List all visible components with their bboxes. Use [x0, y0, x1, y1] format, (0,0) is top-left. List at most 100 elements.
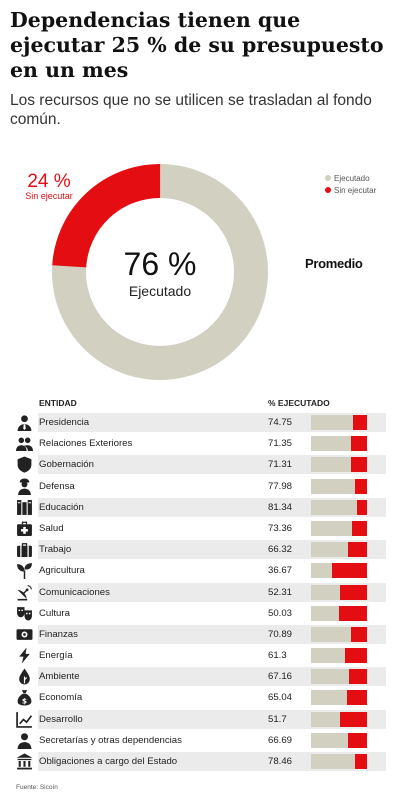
donut-slice-sin-ejecutar — [52, 164, 268, 380]
bar-segment-ejecutado — [311, 732, 349, 748]
progress-bar — [311, 499, 367, 515]
entity-name: Finanzas — [39, 628, 78, 640]
bar-segment-ejecutado — [311, 457, 351, 473]
table-row: Economía 65.04 — [14, 687, 386, 708]
executed-percent: 61.3 — [268, 650, 287, 662]
bar-segment-sin-ejecutar — [348, 669, 367, 685]
table-row: Gobernación 71.31 — [14, 454, 386, 475]
bar-segment-ejecutado — [311, 563, 332, 579]
executed-percent: 52.31 — [268, 586, 293, 598]
bar-segment-ejecutado — [311, 542, 349, 558]
plant-icon — [16, 562, 33, 579]
executed-percent: 73.36 — [268, 522, 293, 534]
lightning-icon — [16, 647, 33, 664]
entity-name: Cultura — [39, 607, 70, 619]
bar-segment-ejecutado — [311, 690, 348, 706]
page-subtitle: Los recursos que no se utilicen se trasl… — [10, 92, 372, 128]
entity-name: Secretarías y otras dependencias — [39, 734, 182, 746]
progress-bar — [311, 711, 367, 727]
executed-percent: 65.04 — [268, 692, 293, 704]
money-icon — [16, 626, 33, 643]
progress-bar — [311, 520, 367, 536]
bar-segment-sin-ejecutar — [348, 542, 367, 558]
executed-percent: 50.03 — [268, 607, 293, 619]
entity-name: Obligaciones a cargo del Estado — [39, 756, 178, 767]
executed-percent: 67.16 — [268, 671, 293, 683]
bar-segment-sin-ejecutar — [356, 499, 367, 515]
bar-segment-sin-ejecutar — [331, 563, 367, 579]
bar-segment-ejecutado — [311, 478, 355, 494]
bar-segment-ejecutado — [311, 605, 340, 621]
bar-segment-ejecutado — [311, 754, 355, 769]
progress-bar — [311, 436, 367, 452]
executed-percent: 71.31 — [268, 459, 293, 471]
table-row: Secretarías y otras dependencias 66.69 — [14, 730, 386, 751]
executed-percent: 77.98 — [268, 480, 293, 492]
table-row: Finanzas 70.89 — [14, 624, 386, 645]
entity-name: Salud — [39, 522, 64, 534]
executed-percent: 51.7 — [268, 713, 287, 725]
table-row: Presidencia 74.75 — [14, 412, 386, 433]
row-background — [38, 624, 386, 644]
bar-segment-ejecutado — [311, 626, 351, 642]
legend-label-ejecutado: Ejecutado — [334, 173, 370, 183]
progress-bar — [311, 732, 367, 748]
donut-chart: 76 % Ejecutado 24 % Sin ejecutar — [25, 164, 268, 380]
shield-icon — [16, 456, 33, 473]
bar-segment-sin-ejecutar — [339, 711, 367, 727]
donut-center-value: 76 % — [124, 246, 197, 282]
column-header-entity: ENTIDAD — [39, 398, 77, 408]
executed-percent: 66.69 — [268, 734, 293, 746]
executed-percent: 81.34 — [268, 501, 293, 513]
briefcase-icon — [16, 541, 33, 558]
executed-percent: 66.32 — [268, 544, 293, 556]
chart-legend: Ejecutado Sin ejecutar — [325, 172, 376, 196]
row-background — [38, 497, 386, 517]
medical-kit-icon — [16, 520, 33, 537]
executed-percent: 74.75 — [268, 417, 293, 428]
table-row: Salud 73.36 — [14, 518, 386, 539]
bar-segment-ejecutado — [311, 648, 346, 664]
progress-bar — [311, 626, 367, 642]
table-row: Defensa 77.98 — [14, 476, 386, 497]
bar-segment-sin-ejecutar — [350, 457, 367, 473]
progress-bar — [311, 754, 367, 769]
row-background — [38, 752, 386, 771]
people-icon — [16, 435, 33, 452]
donut-center-caption: Ejecutado — [129, 283, 191, 299]
entity-name: Ambiente — [39, 671, 80, 683]
executed-percent: 70.89 — [268, 628, 293, 640]
bar-segment-ejecutado — [311, 499, 357, 515]
table-row: Energía 61.3 — [14, 645, 386, 666]
entity-name: Trabajo — [39, 544, 72, 556]
bar-segment-ejecutado — [311, 520, 353, 536]
executed-percent: 78.46 — [268, 756, 293, 767]
page-title: Dependencias tienen que ejecutar 25 % de… — [10, 8, 384, 82]
row-background — [38, 455, 386, 475]
satellite-dish-icon — [16, 584, 33, 601]
pending-caption: Sin ejecutar — [25, 191, 73, 201]
table-row: Comunicaciones 52.31 — [14, 582, 386, 603]
progress-bar — [311, 584, 367, 600]
row-background — [38, 709, 386, 729]
government-building-icon — [16, 753, 33, 770]
progress-bar — [311, 605, 367, 621]
entity-name: Presidencia — [39, 417, 90, 428]
entity-name: Defensa — [39, 480, 75, 492]
progress-bar — [311, 457, 367, 473]
table-row: Obligaciones a cargo del Estado 78.46 — [14, 751, 386, 772]
legend-swatch-sin-ejecutar — [325, 187, 331, 193]
progress-bar — [311, 648, 367, 664]
bar-segment-sin-ejecutar — [339, 605, 367, 621]
entity-name: Comunicaciones — [39, 586, 110, 598]
entity-name: Economía — [39, 692, 83, 704]
bar-segment-sin-ejecutar — [345, 648, 367, 664]
entity-name: Educación — [39, 501, 84, 513]
bar-segment-sin-ejecutar — [354, 478, 367, 494]
progress-bar — [311, 563, 367, 579]
bar-segment-ejecutado — [311, 415, 353, 430]
row-background — [38, 540, 386, 560]
legend-label-sin-ejecutar: Sin ejecutar — [334, 185, 377, 195]
table-row: Educación 81.34 — [14, 497, 386, 518]
table-row: Ambiente 67.16 — [14, 666, 386, 687]
